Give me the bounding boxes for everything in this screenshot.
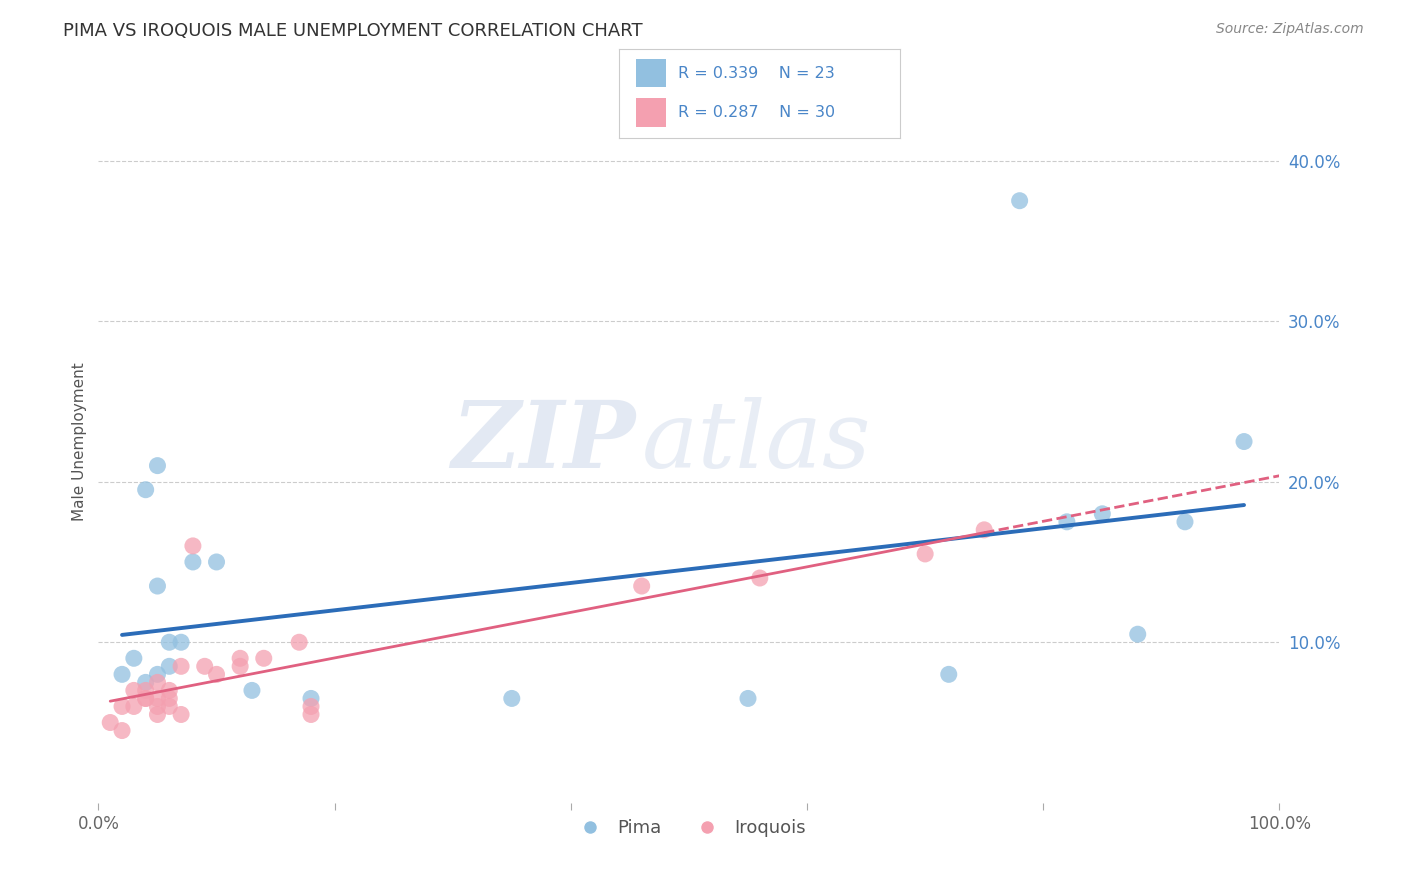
Text: PIMA VS IROQUOIS MALE UNEMPLOYMENT CORRELATION CHART: PIMA VS IROQUOIS MALE UNEMPLOYMENT CORRE…: [63, 22, 643, 40]
Point: [205, 555, 228, 569]
Point: [111, 699, 134, 714]
Point: [146, 699, 169, 714]
Y-axis label: Male Unemployment: Male Unemployment: [72, 362, 87, 521]
Point: [146, 667, 169, 681]
Point: [737, 691, 759, 706]
Point: [229, 651, 252, 665]
Point: [253, 651, 276, 665]
Point: [157, 635, 180, 649]
Text: atlas: atlas: [641, 397, 872, 486]
Text: Source: ZipAtlas.com: Source: ZipAtlas.com: [1216, 22, 1364, 37]
Point: [170, 707, 193, 722]
Point: [938, 667, 960, 681]
Point: [135, 691, 157, 706]
Point: [1091, 507, 1114, 521]
Point: [135, 675, 157, 690]
Bar: [636, 59, 666, 87]
Text: ZIP: ZIP: [451, 397, 636, 486]
Point: [229, 659, 252, 673]
Point: [135, 683, 157, 698]
Point: [122, 683, 145, 698]
Point: [1056, 515, 1078, 529]
Point: [194, 659, 217, 673]
Point: [501, 691, 523, 706]
Point: [181, 555, 204, 569]
Point: [146, 579, 169, 593]
Point: [299, 699, 322, 714]
Point: [748, 571, 770, 585]
Point: [1174, 515, 1197, 529]
Point: [157, 683, 180, 698]
Legend: Pima, Iroquois: Pima, Iroquois: [565, 812, 813, 845]
Point: [157, 699, 180, 714]
Point: [288, 635, 311, 649]
Point: [170, 659, 193, 673]
Point: [1008, 194, 1031, 208]
Point: [98, 715, 121, 730]
Point: [299, 691, 322, 706]
Point: [135, 483, 157, 497]
Text: R = 0.287    N = 30: R = 0.287 N = 30: [678, 105, 835, 120]
Point: [146, 675, 169, 690]
Point: [135, 691, 157, 706]
Text: R = 0.339    N = 23: R = 0.339 N = 23: [678, 66, 834, 80]
Point: [146, 458, 169, 473]
Point: [299, 707, 322, 722]
Point: [122, 651, 145, 665]
Point: [1233, 434, 1256, 449]
Point: [111, 723, 134, 738]
Point: [1126, 627, 1149, 641]
Point: [122, 699, 145, 714]
Point: [181, 539, 204, 553]
Point: [205, 667, 228, 681]
Point: [170, 635, 193, 649]
Point: [630, 579, 652, 593]
Point: [146, 707, 169, 722]
Point: [111, 667, 134, 681]
Point: [973, 523, 995, 537]
Point: [914, 547, 936, 561]
Point: [157, 691, 180, 706]
Point: [157, 659, 180, 673]
Point: [240, 683, 263, 698]
Point: [146, 691, 169, 706]
Bar: [636, 98, 666, 127]
